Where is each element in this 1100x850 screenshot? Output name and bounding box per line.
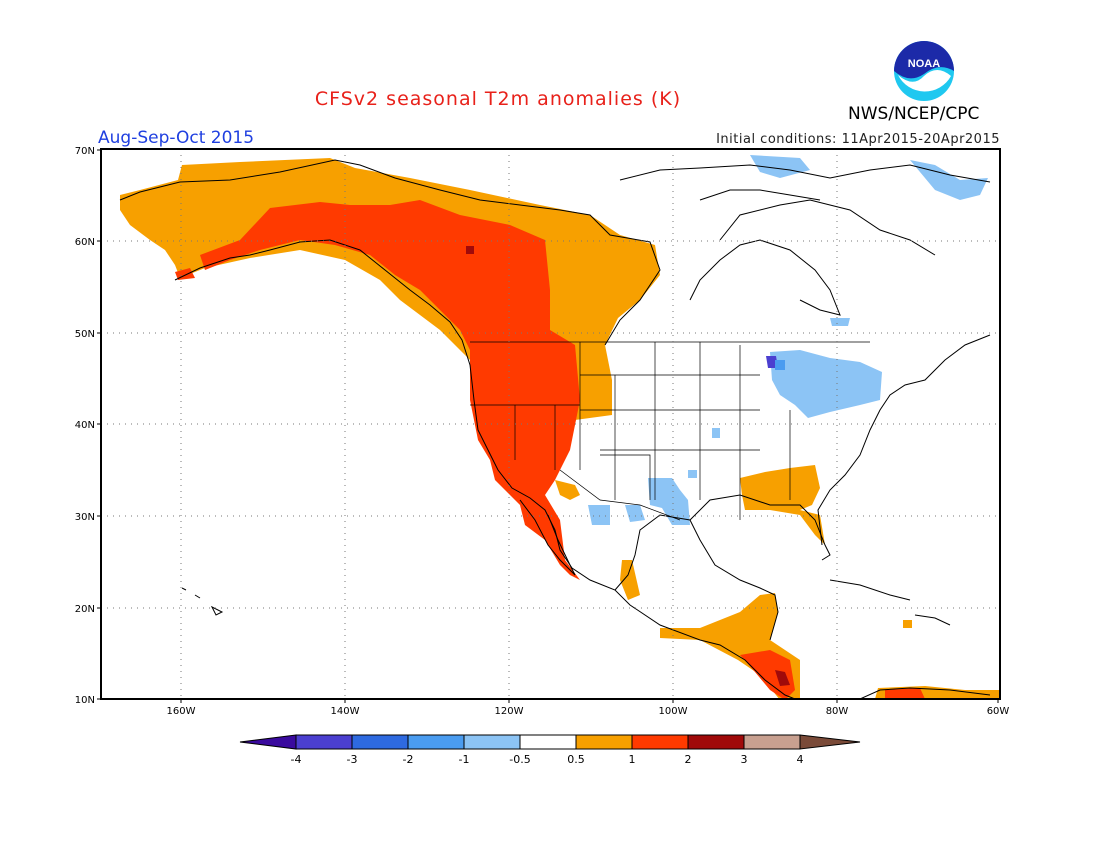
coastline — [614, 514, 779, 641]
coastline — [817, 334, 991, 546]
colorbar-swatch — [351, 734, 409, 750]
colorbar-swatch — [407, 734, 465, 750]
latitude-labels: 70N 60N 50N 40N 30N 20N 10N — [75, 146, 101, 706]
chart-title: CFSv2 seasonal T2m anomalies (K) — [314, 88, 682, 110]
coastline — [119, 159, 661, 346]
lat-label: 20N — [75, 604, 95, 615]
lat-label: 30N — [75, 512, 95, 523]
coastline — [181, 587, 187, 591]
coastline — [914, 614, 951, 626]
logo-text: NOAA — [908, 58, 940, 70]
colorbar-label: 4 — [797, 753, 804, 766]
anomaly-region — [625, 505, 645, 522]
colorbar-swatch — [631, 734, 689, 750]
anomaly-region — [712, 428, 720, 438]
coastline — [689, 239, 841, 316]
coastline — [699, 189, 821, 201]
colorbar-arrow-right — [799, 734, 861, 750]
anomaly-region — [588, 505, 610, 525]
border — [559, 469, 681, 521]
colorbar-swatch — [463, 734, 521, 750]
lon-label: 160W — [167, 706, 196, 717]
colorbar-swatch — [575, 734, 633, 750]
colorbar-label: -2 — [403, 753, 414, 766]
lon-label: 100W — [659, 706, 688, 717]
agency-label: NWS/NCEP/CPC — [848, 104, 980, 124]
lon-label: 80W — [826, 706, 849, 717]
colorbar-label: 1 — [629, 753, 636, 766]
colorbar-label: -0.5 — [509, 753, 530, 766]
coastline — [519, 499, 576, 576]
longitude-labels: 160W 140W 120W 100W 80W 60W — [167, 699, 1010, 717]
coastline — [859, 687, 991, 699]
border — [600, 454, 651, 500]
lat-label: 50N — [75, 329, 95, 340]
anomaly-region — [770, 350, 882, 418]
coastline — [619, 164, 991, 183]
lon-label: 120W — [495, 706, 524, 717]
lat-label: 70N — [75, 146, 95, 157]
colorbar-swatch — [687, 734, 745, 750]
colorbar-label: -4 — [291, 753, 302, 766]
anomaly-region — [885, 688, 925, 699]
colorbar-swatch — [295, 734, 353, 750]
anomaly-region — [740, 650, 795, 699]
colorbar-arrow-left — [239, 734, 297, 750]
anomaly-region — [775, 360, 785, 370]
anomaly-region — [555, 480, 580, 500]
anomaly-region — [120, 158, 660, 420]
colorbar-swatch — [519, 734, 577, 750]
anomaly-region — [775, 670, 790, 686]
lat-label: 40N — [75, 420, 95, 431]
colorbar-label: -1 — [459, 753, 470, 766]
coastline — [194, 594, 201, 599]
anomaly-region — [750, 155, 810, 178]
lat-label: 10N — [75, 695, 95, 706]
lon-label: 60W — [987, 706, 1010, 717]
coastline — [210, 605, 224, 616]
anomaly-region — [903, 620, 912, 628]
anomaly-region — [648, 478, 690, 525]
colorbar-label: 3 — [741, 753, 748, 766]
colorbar-label: -3 — [347, 753, 358, 766]
colorbar-label: 2 — [685, 753, 692, 766]
noaa-logo: NOAA — [894, 41, 954, 101]
anomaly-region — [688, 470, 697, 478]
coastlines — [119, 159, 991, 699]
coastline — [174, 239, 796, 699]
coastline — [689, 494, 831, 561]
anomaly-region — [466, 246, 474, 254]
anomaly-cells — [120, 155, 1000, 699]
colorbar-swatch — [743, 734, 801, 750]
season-label: Aug-Sep-Oct 2015 — [98, 128, 255, 148]
lon-label: 140W — [331, 706, 360, 717]
lat-label: 60N — [75, 237, 95, 248]
coastline — [829, 579, 911, 601]
anomaly-region — [175, 268, 195, 280]
anomaly-region — [200, 200, 580, 580]
anomaly-region — [620, 560, 640, 600]
colorbar: -4 -3 -2 -1 -0.5 0.5 1 2 3 4 — [239, 734, 861, 766]
anomaly-region — [830, 318, 850, 326]
coastline — [719, 199, 936, 256]
initial-conditions-label: Initial conditions: 11Apr2015-20Apr2015 — [716, 132, 1000, 147]
colorbar-label: 0.5 — [567, 753, 585, 766]
